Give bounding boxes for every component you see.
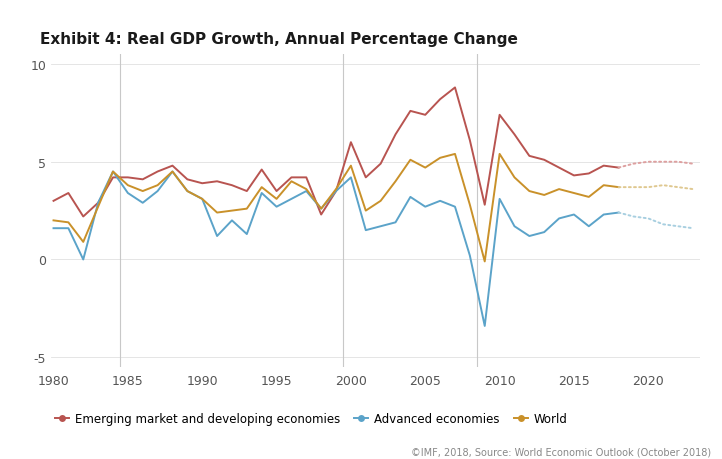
Legend: Emerging market and developing economies, Advanced economies, World: Emerging market and developing economies… <box>50 408 573 430</box>
Text: ©IMF, 2018, Source: World Economic Outlook (October 2018): ©IMF, 2018, Source: World Economic Outlo… <box>411 447 711 457</box>
Text: Exhibit 4: Real GDP Growth, Annual Percentage Change: Exhibit 4: Real GDP Growth, Annual Perce… <box>40 32 518 47</box>
